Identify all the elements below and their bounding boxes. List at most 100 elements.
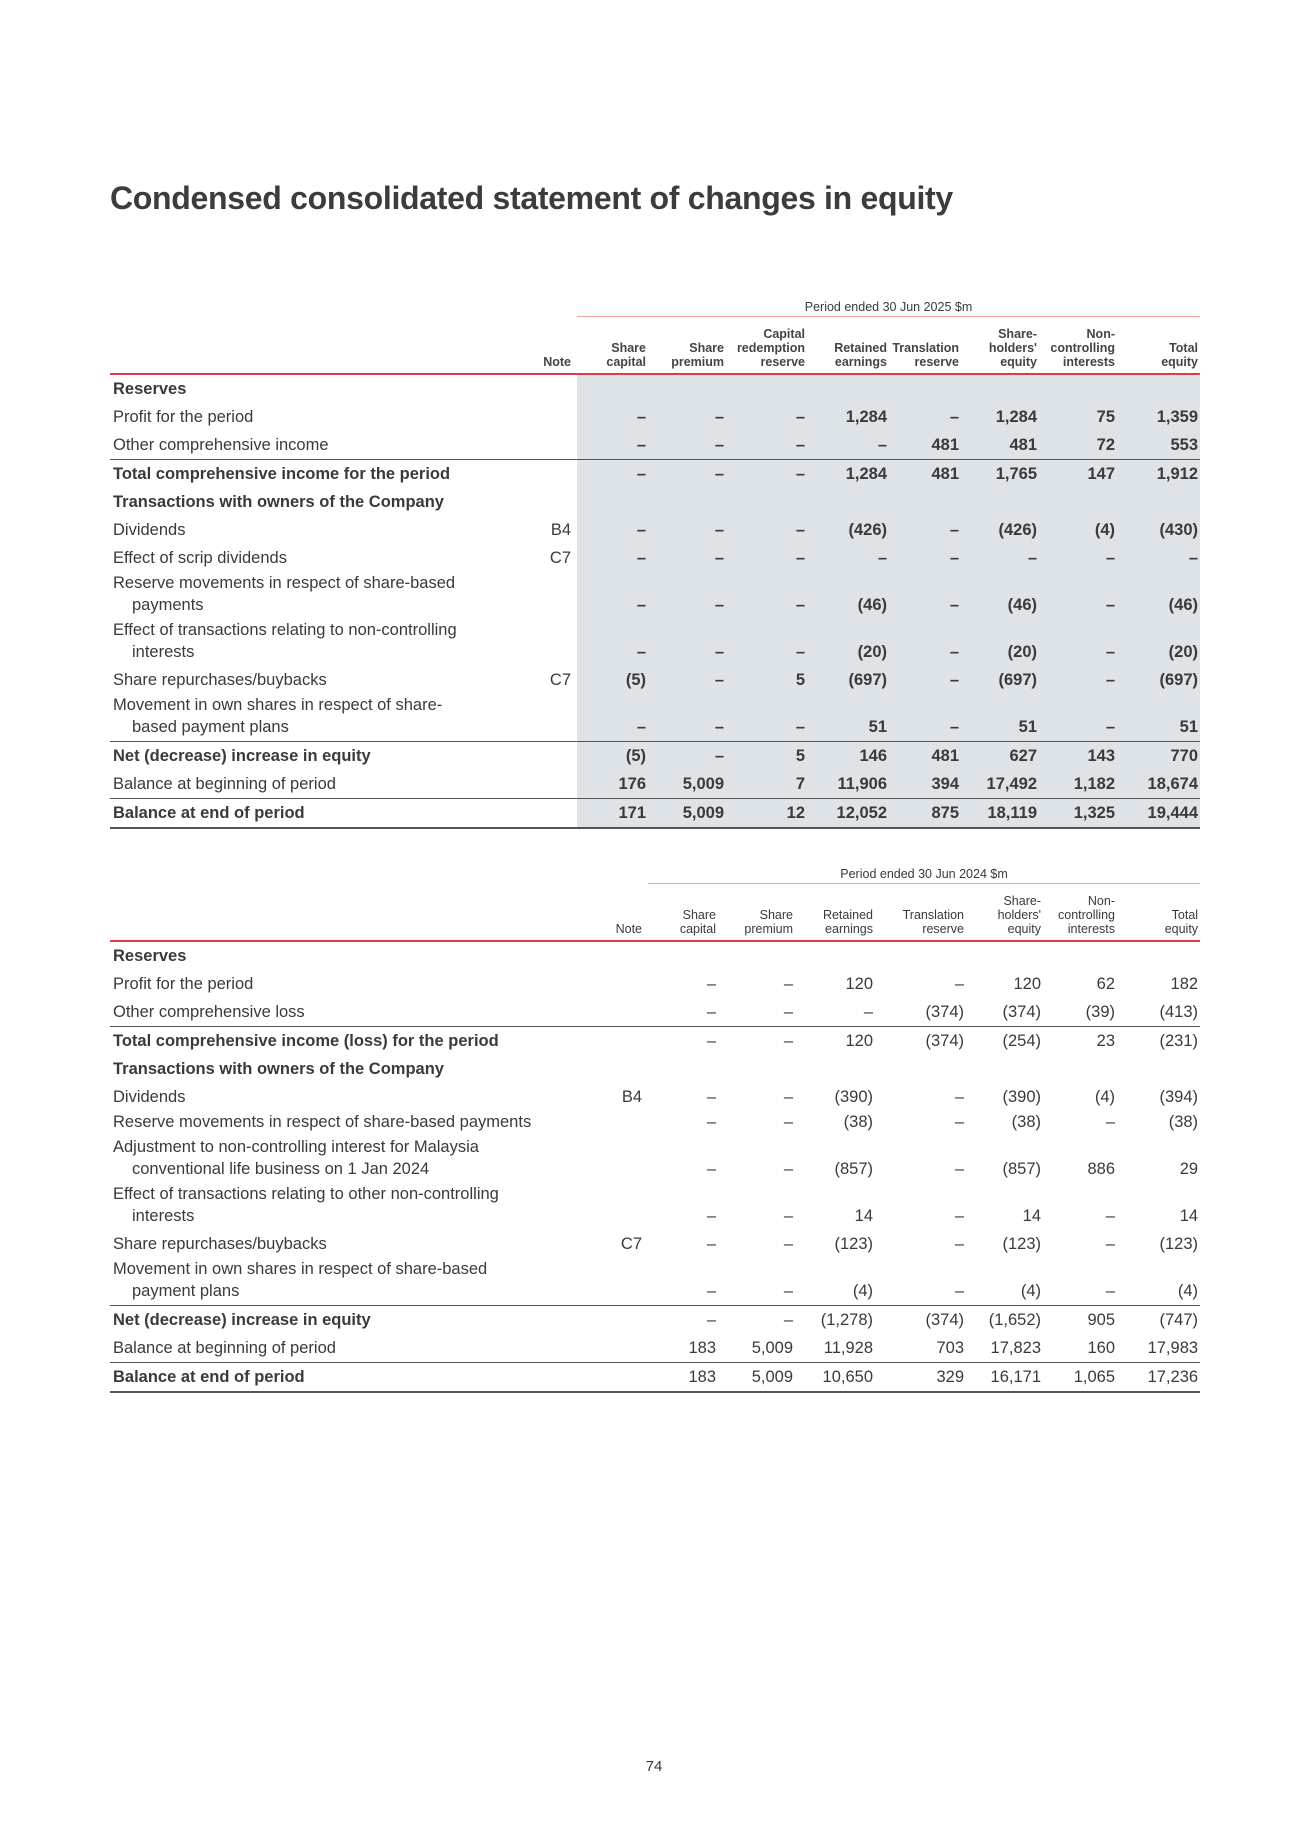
value-cell: –	[954, 975, 964, 993]
value-cell: (20)	[1117, 619, 1200, 666]
value-cell: 5,009	[648, 770, 726, 799]
value-cell: (374)	[925, 1003, 964, 1021]
page-number: 74	[645, 1758, 663, 1775]
value-cell: –	[577, 403, 648, 431]
value-cell: –	[1105, 1235, 1115, 1253]
column-header: Translation reserve	[875, 883, 966, 942]
value-cell: –	[954, 1113, 964, 1131]
table-row: Other comprehensive income – – – –481 481 72 55…	[110, 431, 1200, 460]
value-cell: –	[889, 572, 961, 619]
value-cell: 481	[961, 431, 1039, 460]
row-note	[605, 1111, 648, 1136]
value-cell: –	[726, 459, 807, 488]
value-cell: –	[577, 431, 648, 460]
value-cell: (123)	[1002, 1235, 1041, 1253]
row-label: Dividends	[113, 521, 186, 539]
row-label: Reserves	[113, 380, 187, 398]
row-note	[605, 1183, 648, 1230]
row-label: Total comprehensive income (loss) for th…	[110, 1026, 605, 1055]
value-cell: (697)	[1117, 666, 1200, 694]
period-header-row: Period ended 30 Jun 2025 $m	[110, 296, 1200, 317]
value-cell	[726, 374, 807, 403]
label-header	[110, 883, 605, 942]
value-cell: –	[783, 1113, 793, 1131]
value-cell: 120	[795, 1026, 875, 1055]
value-cell: 75	[1039, 403, 1117, 431]
row-note	[540, 619, 577, 666]
value-cell: 1,359	[1117, 403, 1200, 431]
column-header: Non- controlling interests	[1039, 316, 1117, 375]
value-cell	[889, 374, 961, 403]
value-cell: –	[783, 1207, 793, 1225]
value-cell: 18,119	[961, 798, 1039, 829]
row-label: Transactions with owners of the Company	[113, 493, 444, 511]
value-cell: 553	[1117, 431, 1200, 460]
value-cell: (4)	[1094, 1088, 1115, 1106]
value-cell: (697)	[807, 666, 889, 694]
section-heading-row: Reserves	[110, 374, 1200, 403]
value-cell: –	[718, 1026, 795, 1055]
value-cell	[1039, 374, 1117, 403]
row-label: Balance at beginning of period	[113, 775, 336, 793]
blank-cell	[110, 296, 577, 317]
value-cell: 182	[1170, 975, 1199, 993]
value-cell: –	[726, 619, 807, 666]
row-note	[540, 798, 577, 829]
value-cell: 394	[889, 770, 961, 799]
value-cell: (374)	[1002, 1003, 1041, 1021]
value-cell: –	[807, 431, 889, 460]
row-note: B4	[550, 521, 571, 539]
row-note	[540, 459, 577, 488]
value-cell: 160	[1087, 1339, 1115, 1357]
value-cell: 7	[726, 770, 807, 799]
value-cell: –	[807, 544, 889, 572]
value-cell: 5,009	[648, 798, 726, 829]
value-cell: –	[577, 459, 648, 488]
value-cell	[795, 1055, 875, 1083]
value-cell	[807, 488, 889, 516]
value-cell: 62	[1096, 975, 1115, 993]
row-note: C7	[549, 671, 571, 689]
value-cell	[577, 488, 648, 516]
row-label: Transactions with owners of the Company	[113, 1060, 444, 1078]
row-note	[605, 998, 648, 1027]
value-cell: –	[783, 1282, 793, 1300]
value-cell: –	[1105, 1282, 1115, 1300]
table-row: Profit for the period – – 120 – 120 62 182	[110, 970, 1200, 998]
value-cell: 1,284	[807, 403, 889, 431]
row-note	[540, 431, 577, 460]
table-row: Effect of transactions relating to non-c…	[110, 619, 1200, 666]
value-cell	[875, 1055, 966, 1083]
value-cell: 905	[1043, 1305, 1117, 1334]
value-cell: (4)	[852, 1282, 873, 1300]
value-cell	[966, 1055, 1043, 1083]
value-cell: –	[648, 666, 726, 694]
value-cell: (697)	[961, 666, 1039, 694]
column-header: Share premium	[648, 316, 726, 375]
value-cell: 120	[1013, 975, 1041, 993]
row-label: Other comprehensive loss	[113, 1003, 305, 1021]
value-cell: –	[648, 431, 726, 460]
value-cell: –	[726, 431, 807, 460]
value-cell: 146	[807, 741, 889, 770]
value-cell: 770	[1117, 741, 1200, 770]
row-label: Balance at beginning of period	[113, 1339, 336, 1357]
value-cell: (430)	[1117, 516, 1200, 544]
value-cell: –	[783, 1088, 793, 1106]
row-label: Effect of transactions relating to non-c…	[113, 621, 457, 661]
column-header: Translation reserve	[889, 316, 961, 375]
value-cell: (394)	[1159, 1088, 1199, 1106]
value-cell: –	[648, 1026, 718, 1055]
value-cell: (857)	[834, 1160, 873, 1178]
column-header: Capital redemption reserve	[726, 316, 807, 375]
value-cell: 51	[1117, 694, 1200, 742]
value-cell: 14	[1179, 1207, 1199, 1225]
value-cell: (5)	[577, 666, 648, 694]
column-header: Total equity	[1117, 316, 1200, 375]
value-cell: 23	[1043, 1026, 1117, 1055]
value-cell: –	[706, 1113, 716, 1131]
value-cell: (46)	[961, 572, 1039, 619]
value-cell: 703	[936, 1339, 964, 1357]
value-cell: –	[726, 403, 807, 431]
value-cell: 29	[1179, 1160, 1199, 1178]
